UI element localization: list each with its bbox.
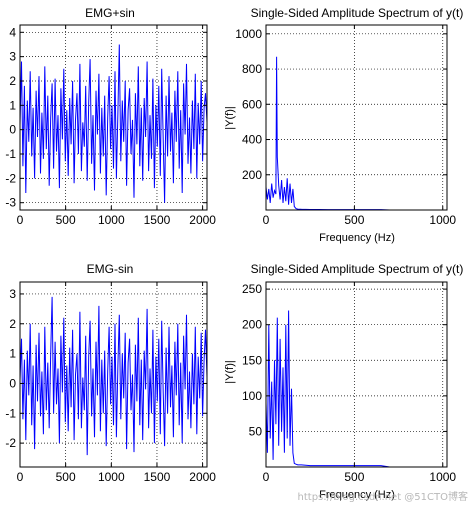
y-axis-label: |Y(f)| xyxy=(224,106,236,129)
plot-background xyxy=(266,25,447,210)
chart-title: Single-Sided Amplitude Spectrum of y(t) xyxy=(251,262,464,276)
axes-box xyxy=(265,24,448,211)
x-tick-label: 1500 xyxy=(144,213,171,227)
axes-box xyxy=(19,281,208,468)
y-tick-label: 4 xyxy=(9,25,16,39)
y-tick-label: 50 xyxy=(249,424,263,438)
y-tick-label: 250 xyxy=(242,282,262,296)
x-tick-label: 0 xyxy=(17,470,24,484)
y-tick-label: 200 xyxy=(242,318,262,332)
y-tick-label: -2 xyxy=(5,171,16,185)
x-tick-label: 1500 xyxy=(144,470,171,484)
plot-background xyxy=(266,282,447,467)
y-tick-label: 2 xyxy=(9,74,16,88)
y-tick-label: 200 xyxy=(242,168,262,182)
x-tick-label: 2000 xyxy=(189,213,216,227)
y-tick-label: 0 xyxy=(9,123,16,137)
chart-title: EMG+sin xyxy=(85,6,135,20)
chart-spectrum-1: Single-Sided Amplitude Spectrum of y(t) … xyxy=(224,6,463,244)
x-tick-label: 500 xyxy=(344,213,364,227)
y-tick-label: 2 xyxy=(9,317,16,331)
watermark: https://blog.csdn.net @51CTO博客 xyxy=(298,490,468,503)
y-tick-label: -2 xyxy=(5,436,16,450)
y-tick-label: 800 xyxy=(242,62,262,76)
y-tick-label: 3 xyxy=(9,50,16,64)
chart-spectrum-2: Single-Sided Amplitude Spectrum of y(t) … xyxy=(224,262,463,501)
x-tick-label: 2000 xyxy=(189,470,216,484)
y-tick-label: 150 xyxy=(242,353,262,367)
y-tick-label: 100 xyxy=(242,389,262,403)
series-line xyxy=(19,44,208,203)
y-tick-label: 400 xyxy=(242,133,262,147)
series-line xyxy=(19,296,208,456)
y-tick-label: 0 xyxy=(9,376,16,390)
plot-area: 0 500 1000 50 100 150 200 250 xyxy=(242,281,456,484)
chart-emg-minus-sin: EMG-sin 0 500 1000 1500 2000 -2 -1 0 1 2 3 xyxy=(5,262,216,484)
x-tick-label: 0 xyxy=(263,470,270,484)
y-tick-label: 1 xyxy=(9,98,16,112)
x-tick-label: 1000 xyxy=(429,213,456,227)
x-tick-label: 1000 xyxy=(98,470,125,484)
x-tick-label: 500 xyxy=(56,470,76,484)
plot-area: 0 500 1000 200 400 600 800 1000 xyxy=(235,24,456,227)
y-axis-label: |Y(f)| xyxy=(224,360,236,383)
x-tick-label: 500 xyxy=(56,213,76,227)
y-tick-label: 1 xyxy=(9,347,16,361)
plot-area: 0 500 1000 1500 2000 -3 -2 -1 0 1 2 3 4 xyxy=(5,24,216,227)
x-tick-label: 1000 xyxy=(429,470,456,484)
chart-emg-plus-sin: EMG+sin 0 500 1000 1500 2000 -3 -2 -1 0 1 2 3 4 xyxy=(5,6,216,227)
y-tick-label: 600 xyxy=(242,97,262,111)
y-tick-label: -3 xyxy=(5,196,16,210)
x-tick-label: 0 xyxy=(263,213,270,227)
series-line xyxy=(265,310,390,468)
chart-title: EMG-sin xyxy=(87,262,134,276)
plot-area: 0 500 1000 1500 2000 -2 -1 0 1 2 3 xyxy=(5,281,216,484)
chart-title: Single-Sided Amplitude Spectrum of y(t) xyxy=(251,6,464,20)
x-axis-label: Frequency (Hz) xyxy=(319,232,395,244)
y-tick-label: 1000 xyxy=(235,27,262,41)
y-tick-label: -1 xyxy=(5,406,16,420)
x-tick-label: 0 xyxy=(17,213,24,227)
axes-box xyxy=(19,24,208,211)
axes-box xyxy=(265,281,448,468)
y-tick-label: -1 xyxy=(5,147,16,161)
x-axis-label: Frequency (Hz) xyxy=(319,489,395,501)
x-tick-label: 1000 xyxy=(98,213,125,227)
x-tick-label: 500 xyxy=(344,470,364,484)
y-tick-label: 3 xyxy=(9,287,16,301)
